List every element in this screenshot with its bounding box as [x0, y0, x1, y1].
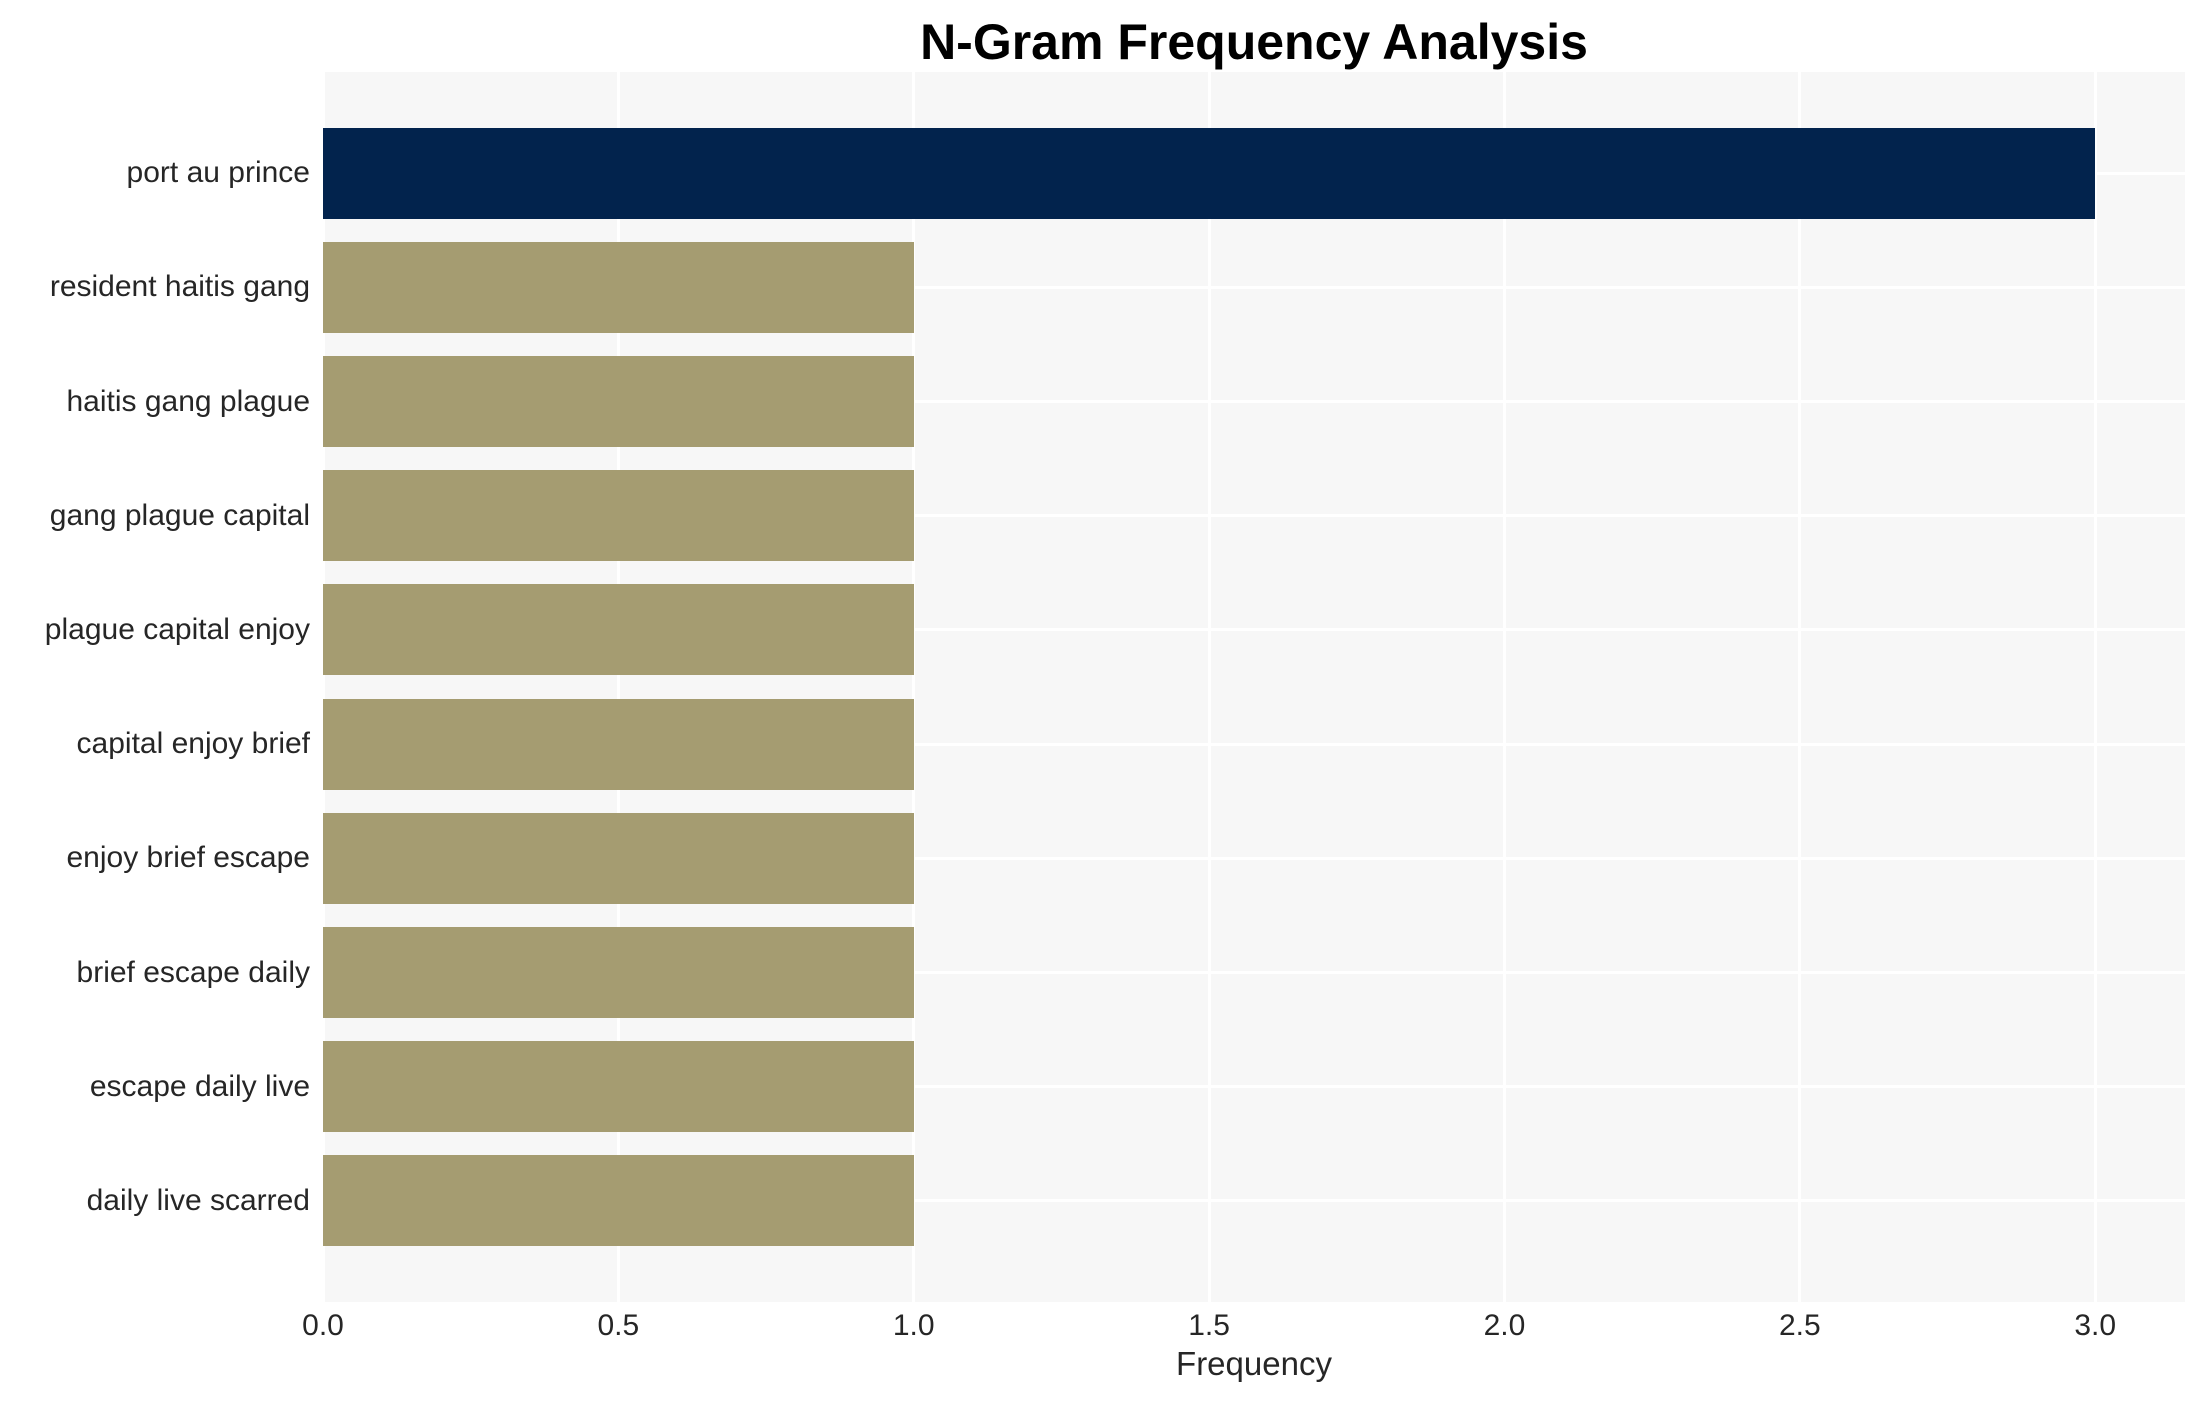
x-tick-label: 1.5 [1188, 1309, 1230, 1342]
gridline-vertical [1502, 72, 1506, 1302]
x-tick-label: 2.0 [1483, 1309, 1526, 1342]
gridline-vertical [2093, 72, 2097, 1302]
gridline-horizontal [323, 1199, 2185, 1203]
gridline-vertical [1798, 72, 1802, 1302]
bar [323, 812, 914, 904]
y-tick-label: haitis gang plague [66, 384, 310, 418]
gridline-horizontal [323, 285, 2185, 289]
gridline-horizontal [323, 628, 2185, 632]
y-tick-label: resident haitis gang [49, 270, 310, 304]
bar [323, 1041, 914, 1133]
y-tick-label: enjoy brief escape [66, 841, 311, 875]
bar [323, 698, 914, 790]
gridline-horizontal [323, 742, 2185, 746]
gridline-vertical [321, 72, 325, 1302]
bar [323, 470, 914, 562]
y-tick-label: daily live scarred [86, 1183, 310, 1217]
x-tick-label: 1.0 [892, 1309, 935, 1342]
plot-area [321, 72, 2185, 1302]
bar [323, 127, 2096, 219]
y-tick-label: brief escape daily [76, 955, 310, 989]
y-tick-label: port au prince [126, 156, 310, 190]
bar [323, 356, 914, 447]
gridline-horizontal [323, 1085, 2185, 1089]
gridline-horizontal [323, 971, 2185, 974]
gridline-vertical [1207, 72, 1211, 1302]
bar [323, 241, 914, 333]
gridline-vertical [616, 72, 620, 1302]
x-tick-label: 0.0 [302, 1309, 344, 1342]
y-tick-label: plague capital enjoy [44, 612, 310, 646]
gridline-horizontal [323, 400, 2185, 403]
x-tick-label: 3.0 [2074, 1309, 2117, 1342]
gridline-horizontal [323, 514, 2185, 518]
x-tick-label: 2.5 [1778, 1309, 1821, 1342]
bar [323, 1155, 914, 1247]
x-axis-label: Frequency [1176, 1345, 1332, 1382]
y-tick-label: capital enjoy brief [76, 727, 310, 761]
bar [323, 927, 914, 1018]
chart-title: N-Gram Frequency Analysis [920, 14, 1588, 70]
bar [323, 584, 914, 676]
y-tick-label: gang plague capital [49, 498, 310, 532]
gridline-horizontal [323, 856, 2185, 860]
gridline-vertical [912, 72, 916, 1302]
y-tick-label: escape daily live [89, 1069, 310, 1103]
x-tick-label: 0.5 [597, 1309, 640, 1342]
